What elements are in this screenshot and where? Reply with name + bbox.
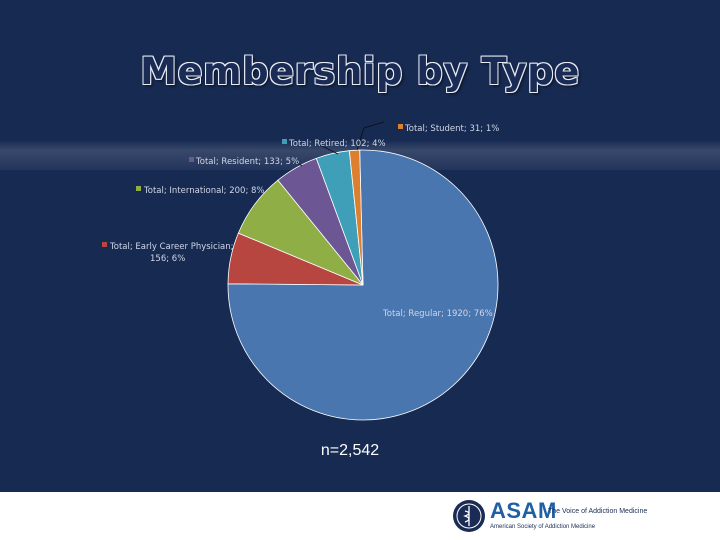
asam-org-name: American Society of Addiction Medicine: [490, 524, 596, 530]
legend-key-early-career: [102, 242, 107, 247]
slice-label-retired: Total; Retired; 102; 4%: [288, 139, 386, 149]
slice-label-early-career-line2: 156; 6%: [150, 254, 185, 264]
slice-label-regular: Total; Regular; 1920; 76%: [382, 309, 493, 319]
slice-label-early-career-line1: Total; Early Career Physician;: [109, 242, 234, 252]
leader-line-student: [356, 121, 385, 151]
slice-label-student: Total; Student; 31; 1%: [404, 124, 499, 134]
footer-bar: [0, 492, 720, 540]
asam-seal-logo: [453, 500, 485, 532]
slice-label-resident: Total; Resident; 133; 5%: [195, 157, 299, 167]
asam-wordmark: ASAM: [490, 498, 557, 523]
legend-key-student: [398, 124, 403, 129]
pie-slice-regular: [227, 149, 499, 421]
slice-label-international: Total; International; 200; 8%: [143, 186, 265, 196]
leader-line-resident: [295, 161, 303, 167]
legend-key-international: [136, 186, 141, 191]
pie-chart: Total; Student; 31; 1% Total; Retired; 1…: [102, 121, 499, 421]
slide-title: Membership by Type: [140, 50, 580, 93]
slide-background: Membership by Type Total; Student; 31; 1…: [0, 0, 720, 492]
leader-line-retired: [319, 144, 339, 155]
pie-slice-student: [348, 149, 364, 286]
legend-key-resident: [189, 157, 194, 162]
sample-size-note: n=2,542: [320, 442, 380, 459]
legend-key-retired: [282, 139, 287, 144]
asam-tagline: The Voice of Addiction Medicine: [548, 508, 648, 515]
